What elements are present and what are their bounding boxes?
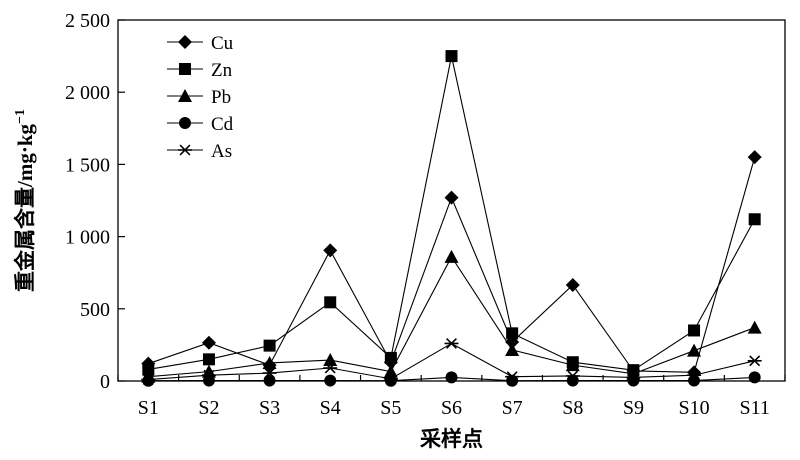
series-line-cu xyxy=(148,157,754,372)
x-tick-label: S4 xyxy=(320,397,341,419)
series-line-zn xyxy=(148,56,754,370)
data-point-cd xyxy=(688,375,700,387)
legend-label: Zn xyxy=(211,60,233,81)
x-tick-label: S8 xyxy=(562,397,583,419)
data-point-zn xyxy=(203,353,215,365)
y-tick-label: 500 xyxy=(80,299,110,321)
x-tick-label: S7 xyxy=(502,397,523,419)
legend-label: Cu xyxy=(211,33,234,54)
data-point-pb xyxy=(505,343,519,356)
x-tick-label: S11 xyxy=(739,397,769,419)
data-point-cd xyxy=(446,371,458,383)
data-point-zn xyxy=(506,327,518,339)
legend-item-zn: Zn xyxy=(167,60,233,81)
data-point-pb xyxy=(687,344,701,357)
legend-item-cu: Cu xyxy=(167,33,234,54)
x-axis-title: 采样点 xyxy=(420,427,483,451)
x-tick-label: S5 xyxy=(380,397,401,419)
x-tick-label: S2 xyxy=(198,397,219,419)
data-point-cd xyxy=(203,375,215,387)
legend-item-as: As xyxy=(167,141,232,162)
data-point-zn xyxy=(749,213,761,225)
legend-label: As xyxy=(211,141,232,162)
data-point-zn xyxy=(324,296,336,308)
data-point-cu xyxy=(323,243,337,257)
data-point-zn xyxy=(385,352,397,364)
y-tick-label: 0 xyxy=(100,371,110,393)
y-tick-label: 2 500 xyxy=(65,10,110,32)
data-point-cu xyxy=(202,336,216,350)
data-point-as xyxy=(748,356,762,366)
legend-marker xyxy=(178,35,192,49)
data-point-cu xyxy=(748,150,762,164)
series-pb xyxy=(141,250,761,383)
y-tick-label: 1 500 xyxy=(65,154,110,176)
series-layer xyxy=(141,50,761,387)
x-tick-label: S1 xyxy=(138,397,159,419)
y-tick-label: 2 000 xyxy=(65,82,110,104)
data-point-pb xyxy=(445,250,459,263)
data-point-cd xyxy=(142,375,154,387)
data-point-cu xyxy=(445,191,459,205)
x-tick-label: S3 xyxy=(259,397,280,419)
legend-item-cd: Cd xyxy=(167,114,234,135)
data-point-zn xyxy=(688,324,700,336)
legend-marker xyxy=(179,117,191,129)
legend-label: Pb xyxy=(211,87,231,108)
x-tick-label: S9 xyxy=(623,397,644,419)
data-point-zn xyxy=(264,340,276,352)
series-cd xyxy=(142,371,760,386)
data-point-cd xyxy=(324,375,336,387)
legend: Cu Zn Pb Cd As xyxy=(167,33,234,162)
y-axis-title: 重金属含量/mg·kg−1 xyxy=(13,109,37,292)
y-axis-title-superscript: −1 xyxy=(13,109,28,124)
series-line-pb xyxy=(148,257,754,377)
data-point-zn xyxy=(446,50,458,62)
y-tick-label: 1 000 xyxy=(65,227,110,249)
data-point-cd xyxy=(749,371,761,383)
legend-label: Cd xyxy=(211,114,234,135)
x-tick-label: S6 xyxy=(441,397,462,419)
x-tick-label: S10 xyxy=(678,397,709,419)
series-cu xyxy=(141,150,761,379)
legend-item-pb: Pb xyxy=(167,87,231,108)
data-point-pb xyxy=(748,321,762,334)
y-axis-title-main: 重金属含量/mg·kg xyxy=(13,123,37,292)
legend-marker xyxy=(178,145,192,155)
series-zn xyxy=(142,50,760,376)
legend-marker xyxy=(179,63,191,75)
